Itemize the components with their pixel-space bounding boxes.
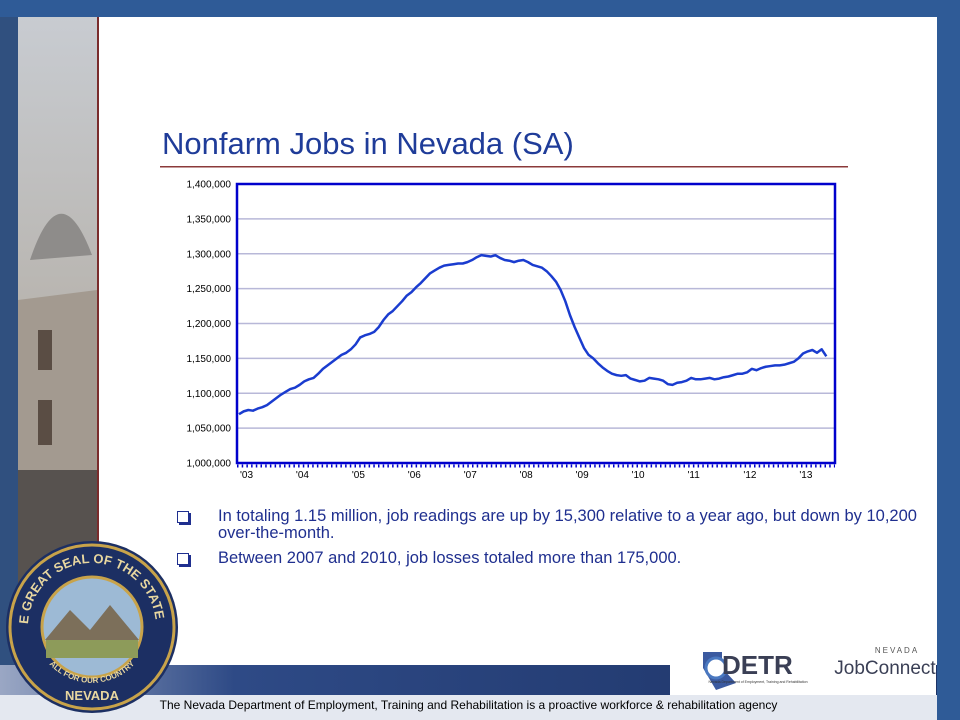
data-line — [238, 253, 828, 416]
building — [18, 290, 97, 520]
x-tick-label: '07 — [464, 470, 477, 481]
x-tick-label: '11 — [687, 470, 700, 481]
left-rule — [97, 17, 99, 665]
footer: The Nevada Department of Employment, Tra… — [159, 698, 778, 712]
bullet-icon — [177, 511, 189, 523]
detr-logo: DETR Nevada Department of Employment, Tr… — [703, 650, 808, 690]
left-edge — [0, 0, 18, 665]
y-tick-label: 1,050,000 — [187, 424, 232, 435]
y-tick-label: 1,350,000 — [187, 214, 232, 225]
seal-name: NEVADA — [65, 688, 120, 703]
seal-mountains — [45, 605, 139, 640]
seal-ring — [8, 543, 176, 711]
jobconnect-state: NEVADA — [875, 646, 919, 655]
chart: 1,000,000 1,050,000 1,100,000 1,150,000 1,20… — [187, 180, 837, 481]
seal-field — [46, 640, 138, 658]
y-tick-label: 1,250,000 — [187, 284, 232, 295]
bullet-icon — [177, 553, 189, 565]
slide-title: Nonfarm Jobs in Nevada (SA) — [162, 126, 574, 161]
x-tick-label: '05 — [352, 470, 365, 481]
jobconnect-logo: NEVADA JobConnect — [834, 646, 936, 679]
dome — [30, 213, 92, 260]
bullet: Between 2007 and 2010, job losses totale… — [175, 550, 935, 567]
plot-frame — [235, 182, 837, 465]
x-tick-label: '09 — [576, 470, 589, 481]
y-tick-label: 1,150,000 — [187, 354, 232, 365]
x-tick-label: '13 — [799, 470, 812, 481]
top-bar — [0, 0, 960, 17]
x-tick-label: '04 — [296, 470, 309, 481]
window — [38, 330, 52, 370]
detr-ring — [704, 656, 728, 680]
x-tick-label: '10 — [632, 470, 645, 481]
detr-subtitle: Nevada Department of Employment, Trainin… — [708, 680, 807, 684]
y-tick-label: 1,100,000 — [187, 389, 232, 400]
detr-text: DETR — [722, 650, 793, 680]
y-tick-label: 1,400,000 — [187, 180, 232, 191]
x-tick-label: '06 — [408, 470, 421, 481]
footer-band — [0, 695, 937, 720]
bullet-list: In totaling 1.15 million, job readings a… — [175, 508, 935, 575]
x-tick-label: '12 — [743, 470, 756, 481]
title-rule — [160, 166, 848, 168]
y-tick-label: 1,200,000 — [187, 319, 232, 330]
x-tick-label: '03 — [240, 470, 253, 481]
bullet: In totaling 1.15 million, job readings a… — [175, 508, 935, 542]
chart-panel — [165, 170, 848, 492]
x-tick-label: '08 — [520, 470, 533, 481]
y-tick-label: 1,000,000 — [187, 459, 232, 470]
right-bar — [937, 0, 960, 720]
y-tick-label: 1,300,000 — [187, 249, 232, 260]
jobconnect-text: JobConnect — [834, 658, 936, 679]
bullet-text: Between 2007 and 2010, job losses totale… — [218, 549, 682, 567]
window — [38, 400, 52, 445]
bullet-text: In totaling 1.15 million, job readings a… — [218, 507, 917, 542]
